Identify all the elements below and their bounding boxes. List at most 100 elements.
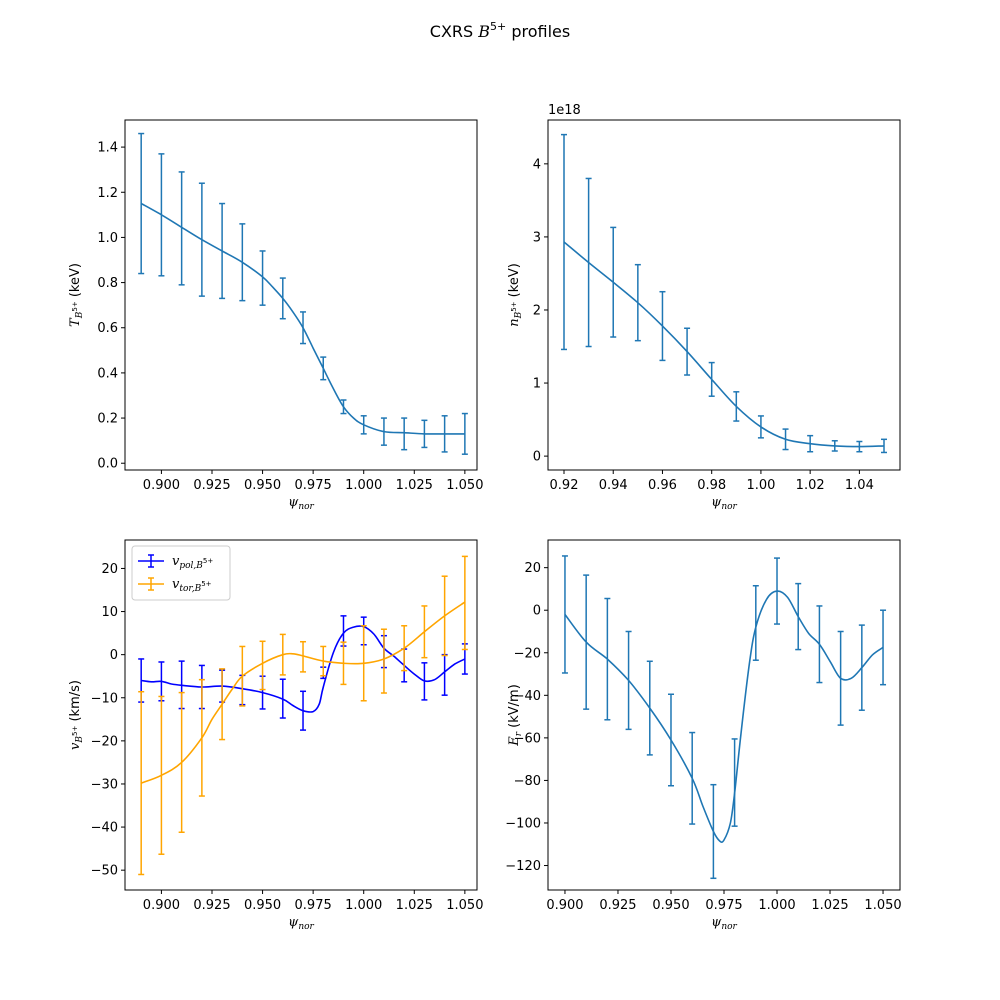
legend-label-symbol: v bbox=[172, 577, 180, 592]
temperature-panel: 0.900 0.925 0.950 0.975 1.000 1.025 1.050 0.0 0.… bbox=[68, 119, 483, 512]
y-tick-label: −60 bbox=[514, 731, 541, 746]
x-axis-label-symbol: ψ bbox=[711, 915, 722, 930]
y-tick-label: 0 bbox=[110, 648, 118, 663]
x-tick-label: 0.925 bbox=[193, 478, 230, 493]
x-tick-label: 0.900 bbox=[546, 898, 583, 913]
y-tick-label: 20 bbox=[524, 561, 541, 576]
series-line bbox=[564, 590, 884, 843]
series-line bbox=[141, 625, 466, 713]
y-tick-label: 1.0 bbox=[97, 231, 118, 246]
x-tick-label: 0.900 bbox=[143, 478, 180, 493]
y-axis-label-subscript: B bbox=[514, 311, 524, 319]
y-tick-label: 3 bbox=[533, 230, 541, 245]
series-line bbox=[140, 601, 466, 784]
x-tick-label: 0.96 bbox=[648, 478, 677, 493]
x-axis-label-subscript: nor bbox=[721, 922, 737, 932]
y-tick-label: 0.8 bbox=[97, 276, 118, 291]
x-tick-label: 0.94 bbox=[599, 478, 628, 493]
y-tick-label: 0 bbox=[533, 604, 541, 619]
x-tick-label: 1.050 bbox=[446, 478, 483, 493]
y-axis-label-units: (kV/m) bbox=[507, 684, 522, 732]
y-tick-label: 0.0 bbox=[97, 457, 118, 472]
y-axis-label: vB5+ (km/s) bbox=[68, 680, 85, 750]
y-tick-label: −40 bbox=[91, 821, 118, 836]
x-tick-label: 0.975 bbox=[295, 898, 332, 913]
y-offset-text: 1e18 bbox=[548, 103, 581, 118]
velocity-axes-frame bbox=[124, 539, 478, 891]
y-tick-label: 20 bbox=[101, 562, 118, 577]
x-axis-label-subscript: nor bbox=[721, 502, 737, 512]
x-tick-label: 0.950 bbox=[244, 898, 281, 913]
efield-panel: 0.900 0.925 0.950 0.975 1.000 1.025 1.050 −120 −… bbox=[505, 539, 902, 932]
series-1 bbox=[138, 555, 468, 876]
x-axis-label-symbol: ψ bbox=[288, 915, 299, 930]
x-axis-label: ψnor bbox=[288, 915, 314, 932]
y-axis-label-symbol: v bbox=[68, 742, 83, 750]
x-tick-label: 1.02 bbox=[796, 478, 825, 493]
y-tick-label: 1.2 bbox=[97, 186, 118, 201]
y-axis-label-units: (km/s) bbox=[68, 680, 83, 726]
y-tick-label: 10 bbox=[101, 605, 118, 620]
y-axis-label-symbol: E bbox=[507, 736, 522, 747]
y-tick-label: −40 bbox=[514, 689, 541, 704]
y-tick-label: −20 bbox=[91, 734, 118, 749]
legend-label: vpol,B5+ bbox=[172, 554, 213, 571]
y-axis-label-units: (keV) bbox=[68, 263, 83, 301]
x-tick-label: 1.025 bbox=[811, 898, 848, 913]
x-tick-label: 0.975 bbox=[295, 478, 332, 493]
y-tick-label: −120 bbox=[505, 859, 541, 874]
x-tick-label: 1.000 bbox=[345, 478, 382, 493]
series-0 bbox=[138, 132, 468, 455]
y-tick-label: −50 bbox=[91, 864, 118, 879]
legend: vpol,B5+ vtor,B5+ bbox=[131, 545, 231, 601]
x-tick-label: 1.050 bbox=[446, 898, 483, 913]
y-tick-label: 0.4 bbox=[97, 366, 118, 381]
y-tick-label: 1.4 bbox=[97, 141, 118, 156]
density-axes-frame bbox=[547, 119, 901, 471]
y-tick-label: 4 bbox=[533, 157, 541, 172]
legend-label: vtor,B5+ bbox=[172, 577, 212, 594]
x-tick-label: 0.950 bbox=[244, 478, 281, 493]
x-axis-label-subscript: nor bbox=[298, 502, 314, 512]
legend-label-power: 5+ bbox=[203, 557, 213, 565]
y-tick-label: 0.2 bbox=[97, 412, 118, 427]
series-0 bbox=[561, 133, 887, 454]
legend-label-power: 5+ bbox=[201, 580, 211, 588]
legend-label-symbol: v bbox=[172, 554, 180, 569]
figure-title: CXRS B5+ profiles bbox=[430, 20, 570, 41]
y-tick-label: −100 bbox=[505, 816, 541, 831]
y-axis-label-subscript-power: 5+ bbox=[71, 726, 79, 736]
y-tick-label: −80 bbox=[514, 774, 541, 789]
y-tick-label: 2 bbox=[533, 303, 541, 318]
x-tick-label: 1.00 bbox=[746, 478, 775, 493]
series-0 bbox=[138, 615, 468, 731]
y-tick-label: 0.6 bbox=[97, 321, 118, 336]
x-tick-label: 0.925 bbox=[599, 898, 636, 913]
x-tick-label: 0.925 bbox=[193, 898, 230, 913]
y-axis-label-subscript-power: 5+ bbox=[71, 301, 79, 311]
x-axis-label-subscript: nor bbox=[298, 922, 314, 932]
y-axis-label-subscript: B bbox=[75, 311, 85, 319]
series-line bbox=[140, 202, 465, 435]
y-tick-label: −20 bbox=[514, 646, 541, 661]
x-tick-label: 0.98 bbox=[697, 478, 726, 493]
x-axis-label-symbol: ψ bbox=[288, 495, 299, 510]
y-axis-label: nB5+ (keV) bbox=[507, 263, 524, 327]
x-tick-label: 0.975 bbox=[705, 898, 742, 913]
x-axis-label: ψnor bbox=[288, 495, 314, 512]
y-axis-label-units: (keV) bbox=[507, 263, 522, 301]
y-axis-label-symbol: n bbox=[507, 318, 522, 326]
x-tick-label: 0.92 bbox=[550, 478, 579, 493]
x-tick-label: 0.900 bbox=[143, 898, 180, 913]
x-tick-label: 1.04 bbox=[845, 478, 874, 493]
title-superscript: 5+ bbox=[490, 20, 506, 33]
title-symbol: B bbox=[477, 22, 490, 41]
x-tick-label: 0.950 bbox=[652, 898, 689, 913]
x-axis-label: ψnor bbox=[711, 915, 737, 932]
x-tick-label: 1.050 bbox=[864, 898, 901, 913]
y-tick-label: 0 bbox=[533, 450, 541, 465]
temperature-axes-frame bbox=[124, 119, 478, 471]
x-axis-label-symbol: ψ bbox=[711, 495, 722, 510]
series-line bbox=[563, 241, 885, 448]
